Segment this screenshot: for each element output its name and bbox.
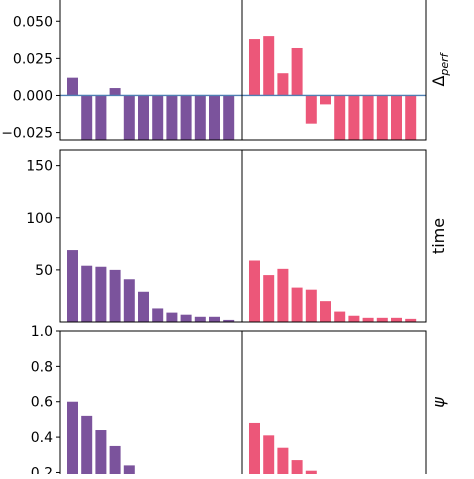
bar-left-1-9	[180, 95, 192, 140]
y-tick-label-2-1: 50	[35, 263, 53, 279]
bar-right-1-6	[320, 95, 331, 105]
bar-right-2-6	[320, 301, 331, 322]
bar-left-1-3	[95, 95, 107, 140]
bar-left-1-11	[209, 95, 220, 140]
bar-left-2-1	[67, 250, 78, 322]
bar-right-3-4	[291, 460, 303, 476]
y-tick-label-3-3: 0.6	[31, 395, 53, 411]
bar-right-3-5	[305, 470, 317, 476]
panel-frame-2	[59, 149, 427, 323]
bar-left-2-11	[209, 316, 220, 322]
bar-right-2-8	[348, 315, 360, 322]
bar-right-1-4	[291, 47, 303, 96]
bar-left-2-3	[95, 266, 107, 322]
bar-right-1-1	[249, 39, 260, 96]
bar-right-2-7	[334, 311, 346, 322]
bar-left-2-5	[123, 279, 135, 322]
y-tick-label-2-3: 150	[26, 159, 53, 175]
bar-right-1-12	[405, 95, 417, 140]
y-tick-label-3-5: 1.0	[31, 324, 53, 340]
bar-left-2-9	[180, 314, 192, 322]
bar-left-3-4	[109, 445, 121, 476]
y-tick-label-1-2: 0.000	[13, 88, 53, 104]
bar-left-2-12	[223, 319, 235, 322]
bar-left-1-2	[81, 95, 93, 140]
bar-right-1-10	[376, 95, 388, 140]
y-axis-label-2: time	[429, 218, 448, 254]
bar-left-2-8	[166, 312, 178, 322]
bar-left-3-1	[67, 401, 78, 476]
y-tick-label-1-3: 0.025	[13, 51, 53, 67]
bar-left-1-8	[166, 95, 178, 140]
bar-left-1-7	[152, 95, 164, 140]
bar-right-2-9	[362, 317, 374, 322]
y-axis-label-3: ψ	[429, 397, 448, 408]
bar-left-1-5	[123, 95, 135, 140]
y-tick-label-3-1: 0.2	[31, 465, 53, 474]
bar-right-2-5	[305, 289, 317, 322]
bar-right-3-3	[277, 447, 289, 476]
bar-left-2-2	[81, 265, 93, 322]
bar-right-1-11	[391, 95, 402, 140]
bar-left-3-5	[123, 465, 135, 476]
bar-right-2-11	[391, 317, 402, 322]
y-tick-label-3-4: 0.8	[31, 359, 53, 375]
bar-left-3-3	[95, 430, 107, 476]
bar-right-1-7	[334, 95, 346, 140]
bar-right-3-1	[249, 422, 260, 476]
bar-right-1-5	[305, 95, 317, 124]
bar-right-1-3	[277, 73, 289, 96]
panel-frame-1	[59, 0, 427, 141]
bar-right-2-1	[249, 260, 260, 322]
bar-left-1-10	[194, 95, 206, 140]
bar-left-2-6	[138, 291, 149, 322]
bar-left-1-12	[223, 95, 235, 140]
bar-right-1-8	[348, 95, 360, 140]
bar-right-2-4	[291, 287, 303, 322]
y-axis-label-1: Δperf	[429, 51, 451, 86]
bar-left-2-4	[109, 269, 121, 322]
bar-left-2-10	[194, 316, 206, 322]
bar-right-2-10	[376, 317, 388, 322]
bar-left-1-6	[138, 95, 149, 140]
bar-right-1-2	[263, 36, 275, 96]
y-tick-label-1-4: 0.050	[13, 14, 53, 30]
bar-left-3-2	[81, 415, 93, 476]
bar-left-2-7	[152, 308, 164, 322]
y-tick-label-3-2: 0.4	[31, 430, 53, 446]
bar-right-1-9	[362, 95, 374, 140]
bar-left-1-1	[67, 77, 78, 96]
bar-right-3-2	[263, 435, 275, 476]
bar-right-2-12	[405, 318, 417, 322]
bar-right-2-3	[277, 268, 289, 322]
bar-right-2-2	[263, 275, 275, 322]
bar-left-1-4	[109, 88, 121, 96]
y-tick-label-1-1: −0.025	[1, 126, 53, 142]
y-tick-label-2-2: 100	[26, 211, 53, 227]
